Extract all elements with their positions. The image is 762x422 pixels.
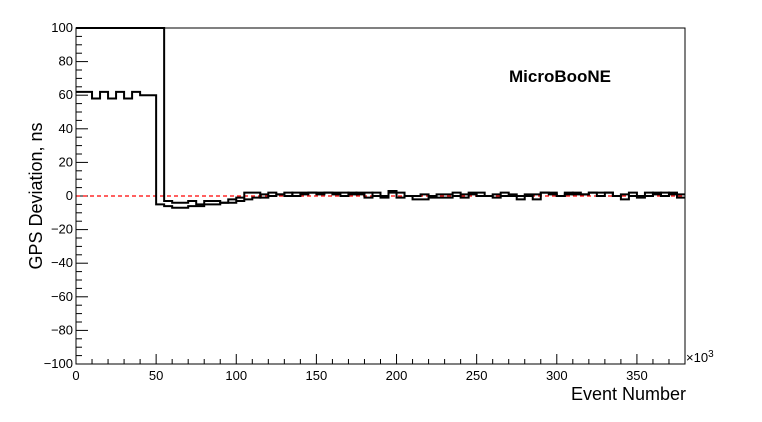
x-axis-multiplier-exponent: 3 <box>708 349 714 360</box>
y-axis-title: GPS Deviation, ns <box>26 122 46 269</box>
y-tick-label: −100 <box>44 356 73 371</box>
y-tick-label: 40 <box>59 121 73 136</box>
x-tick-label: 200 <box>386 368 408 383</box>
y-tick-label: 60 <box>59 87 73 102</box>
y-tick-label: 100 <box>51 20 73 35</box>
data-series-group <box>76 27 685 209</box>
x-tick-label: 100 <box>225 368 247 383</box>
x-tick-label: 150 <box>306 368 328 383</box>
y-tick-label: 20 <box>59 154 73 169</box>
x-axis-multiplier: ×103 <box>686 349 714 365</box>
plot-frame <box>75 27 686 365</box>
x-axis-title: Event Number <box>571 384 686 404</box>
y-tick-label: −60 <box>51 289 73 304</box>
annotation-label: MicroBooNE <box>509 67 611 86</box>
y-tick-label: 0 <box>66 188 73 203</box>
y-tick-label: −80 <box>51 322 73 337</box>
x-tick-label: 0 <box>72 368 79 383</box>
y-tick-label: −40 <box>51 255 73 270</box>
x-tick-label: 350 <box>626 368 648 383</box>
x-tick-label: 250 <box>466 368 488 383</box>
y-tick-label: −20 <box>51 222 73 237</box>
x-tick-label: 50 <box>149 368 163 383</box>
series-2-line <box>76 27 685 206</box>
axis-ticks: 0 50 100 150 200 250 300 350 −100 −80 −60 −40 −20 0 20… <box>44 20 686 383</box>
x-axis-multiplier-base: ×10 <box>686 350 708 365</box>
x-tick-label: 300 <box>546 368 568 383</box>
y-tick-label: 80 <box>59 54 73 69</box>
